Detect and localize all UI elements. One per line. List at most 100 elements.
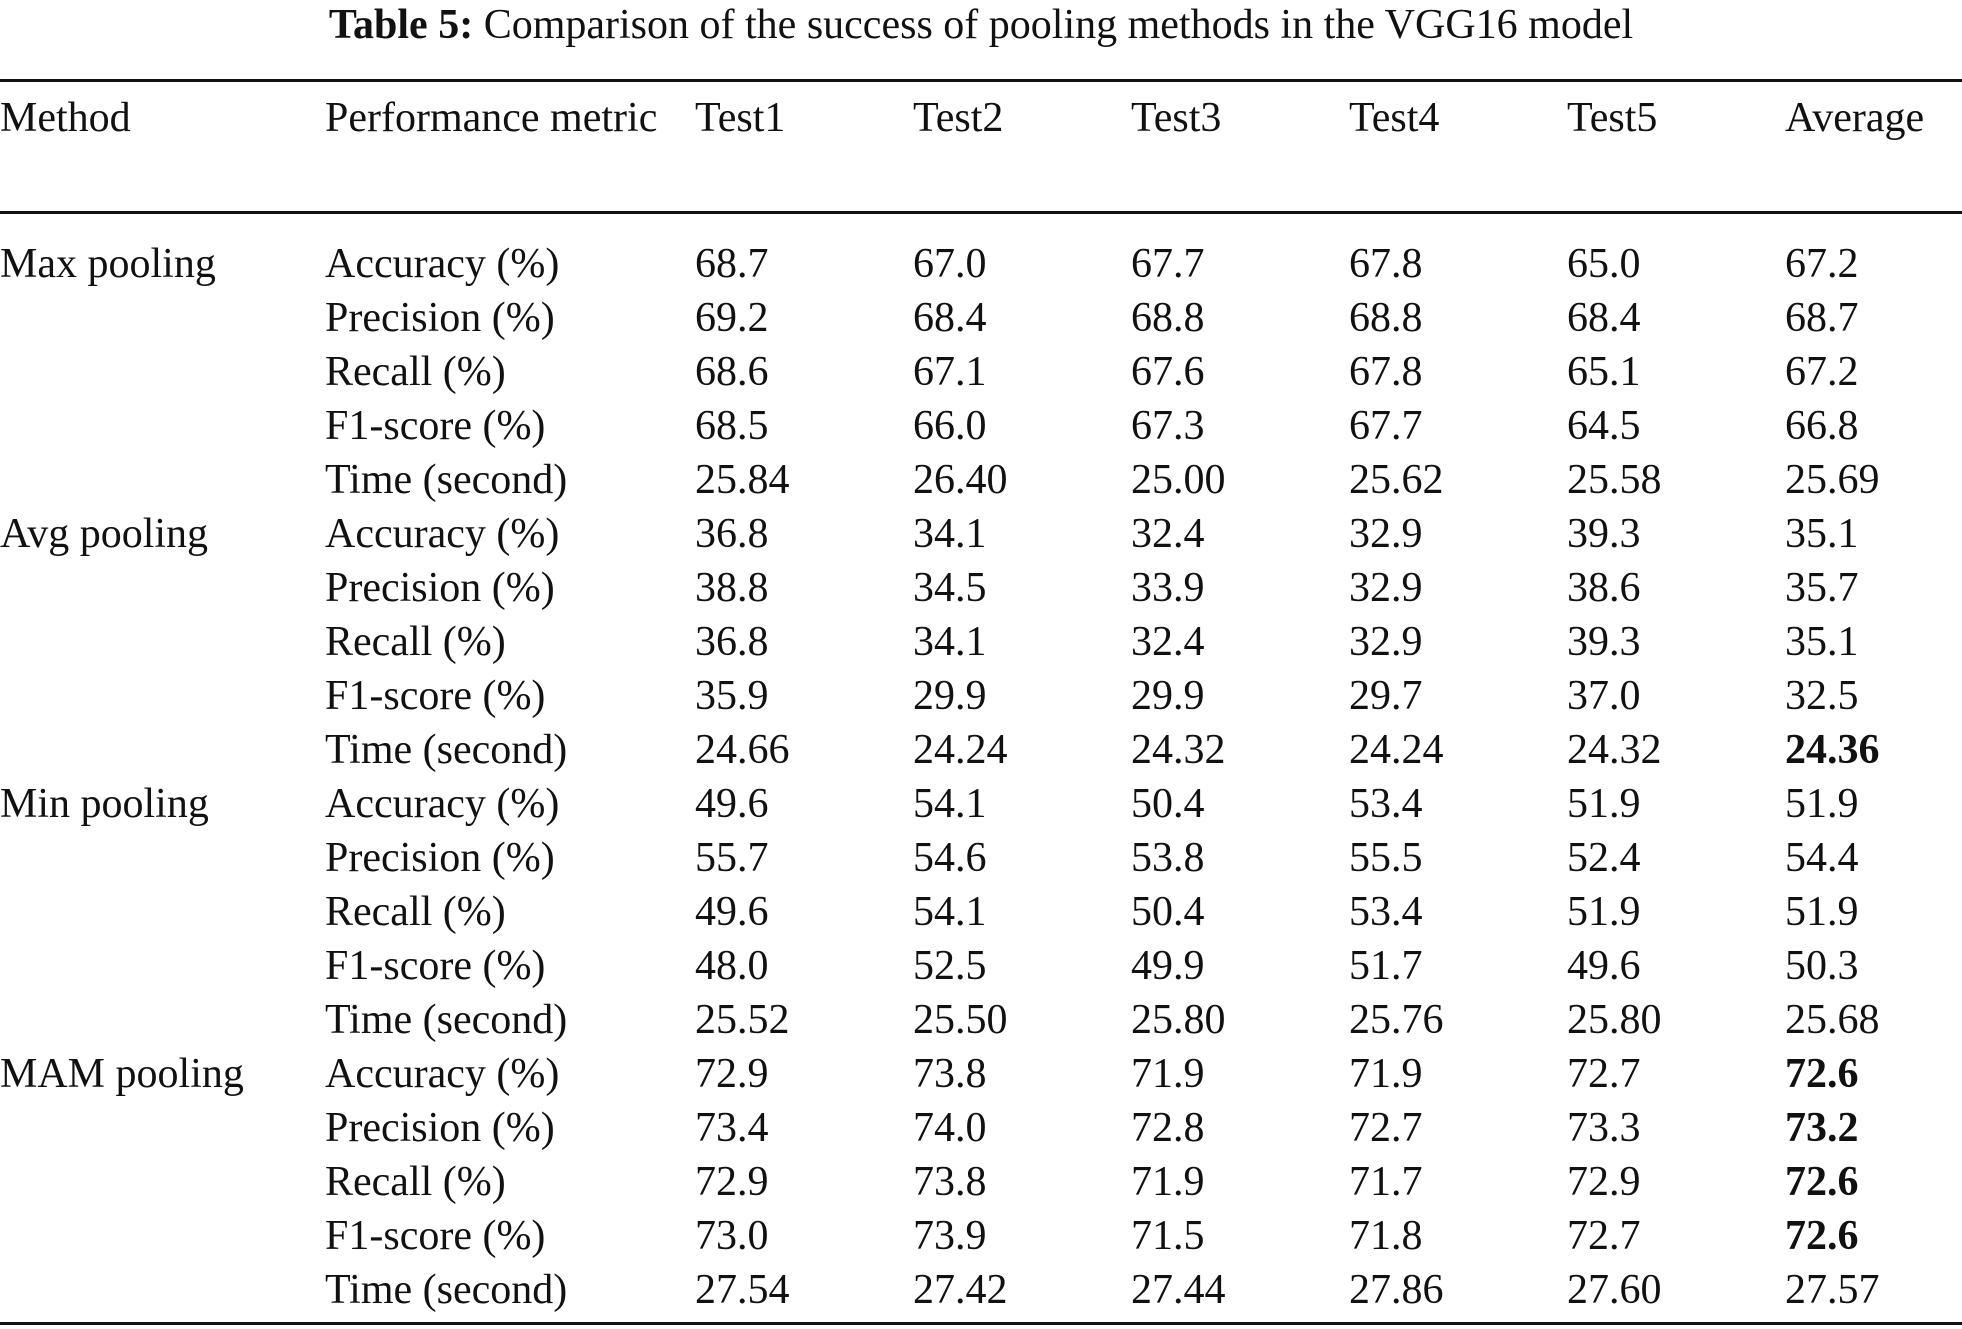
header-row: Method Performance metric Test1 Test2 Te… [0, 92, 1962, 212]
average-cell: 35.1 [1785, 619, 1859, 665]
table-row: Recall (%) 36.8 34.1 32.4 32.9 39.3 35.1 [0, 615, 1962, 669]
value-cell-test3: 25.80 [1131, 997, 1226, 1043]
value-cell-test4: 51.7 [1349, 943, 1423, 989]
value-cell-test5: 49.6 [1567, 943, 1641, 989]
average-cell: 25.69 [1785, 457, 1880, 503]
method-cell: Max pooling [0, 241, 216, 287]
value-cell-test4: 67.8 [1349, 349, 1423, 395]
value-cell-test2: 27.42 [913, 1267, 1008, 1313]
header-average: Average [1785, 95, 1925, 141]
value-cell-test1: 73.4 [695, 1105, 769, 1151]
value-cell-test2: 54.6 [913, 835, 987, 881]
metric-cell: Precision (%) [325, 565, 555, 611]
header-test2: Test2 [913, 95, 1004, 141]
header-rule [0, 211, 1962, 214]
method-cell: Min pooling [0, 781, 209, 827]
table-body: Max pooling Accuracy (%) 68.7 67.0 67.7 67.8 6… [0, 212, 1962, 1317]
value-cell-test3: 67.7 [1131, 241, 1205, 287]
metric-cell: F1-score (%) [325, 1213, 546, 1259]
value-cell-test2: 25.50 [913, 997, 1008, 1043]
header-test4: Test4 [1349, 95, 1440, 141]
average-cell: 27.57 [1785, 1267, 1880, 1313]
method-cell-empty [0, 561, 325, 615]
method-cell-empty [0, 399, 325, 453]
value-cell-test4: 53.4 [1349, 889, 1423, 935]
value-cell-test4: 32.9 [1349, 619, 1423, 665]
value-cell-test4: 71.9 [1349, 1051, 1423, 1097]
value-cell-test3: 71.5 [1131, 1213, 1205, 1259]
metric-cell: Recall (%) [325, 349, 506, 395]
header-test1: Test1 [695, 95, 786, 141]
value-cell-test5: 73.3 [1567, 1105, 1641, 1151]
method-cell: Avg pooling [0, 511, 209, 557]
table-row: Time (second) 24.66 24.24 24.32 24.24 24.32 24… [0, 723, 1962, 777]
metric-cell: Recall (%) [325, 889, 506, 935]
value-cell-test3: 67.6 [1131, 349, 1205, 395]
value-cell-test4: 71.8 [1349, 1213, 1423, 1259]
average-cell: 51.9 [1785, 781, 1859, 827]
value-cell-test4: 29.7 [1349, 673, 1423, 719]
value-cell-test5: 52.4 [1567, 835, 1641, 881]
table-row: Precision (%) 55.7 54.6 53.8 55.5 52.4 54.4 [0, 831, 1962, 885]
method-cell-empty [0, 453, 325, 507]
metric-cell: Accuracy (%) [325, 1051, 560, 1097]
value-cell-test1: 49.6 [695, 781, 769, 827]
method-cell-empty [0, 831, 325, 885]
value-cell-test4: 68.8 [1349, 295, 1423, 341]
average-cell: 73.2 [1785, 1105, 1859, 1151]
method-cell-empty [0, 615, 325, 669]
table-row: Max pooling Accuracy (%) 68.7 67.0 67.7 67.8 6… [0, 212, 1962, 291]
value-cell-test4: 67.8 [1349, 241, 1423, 287]
metric-cell: Time (second) [325, 727, 568, 773]
value-cell-test3: 33.9 [1131, 565, 1205, 611]
metric-cell: Accuracy (%) [325, 781, 560, 827]
value-cell-test5: 38.6 [1567, 565, 1641, 611]
value-cell-test1: 48.0 [695, 943, 769, 989]
value-cell-test3: 27.44 [1131, 1267, 1226, 1313]
value-cell-test2: 67.0 [913, 241, 987, 287]
header-test5: Test5 [1567, 95, 1658, 141]
value-cell-test2: 74.0 [913, 1105, 987, 1151]
value-cell-test1: 68.5 [695, 403, 769, 449]
value-cell-test3: 32.4 [1131, 511, 1205, 557]
value-cell-test2: 67.1 [913, 349, 987, 395]
value-cell-test1: 73.0 [695, 1213, 769, 1259]
value-cell-test2: 34.5 [913, 565, 987, 611]
value-cell-test1: 69.2 [695, 295, 769, 341]
value-cell-test1: 24.66 [695, 727, 790, 773]
metric-cell: Recall (%) [325, 619, 506, 665]
value-cell-test5: 27.60 [1567, 1267, 1662, 1313]
value-cell-test4: 53.4 [1349, 781, 1423, 827]
value-cell-test5: 65.0 [1567, 241, 1641, 287]
value-cell-test1: 36.8 [695, 511, 769, 557]
average-cell: 24.36 [1785, 727, 1880, 773]
value-cell-test1: 72.9 [695, 1159, 769, 1205]
metric-cell: Accuracy (%) [325, 511, 560, 557]
average-cell: 67.2 [1785, 241, 1859, 287]
top-rule [0, 79, 1962, 82]
table-row: Precision (%) 73.4 74.0 72.8 72.7 73.3 73.2 [0, 1101, 1962, 1155]
method-cell-empty [0, 345, 325, 399]
value-cell-test2: 34.1 [913, 619, 987, 665]
value-cell-test5: 39.3 [1567, 619, 1641, 665]
metric-cell: Time (second) [325, 1267, 568, 1313]
method-cell-empty [0, 291, 325, 345]
value-cell-test5: 24.32 [1567, 727, 1662, 773]
value-cell-test5: 37.0 [1567, 673, 1641, 719]
method-cell-empty [0, 993, 325, 1047]
metric-cell: Accuracy (%) [325, 241, 560, 287]
value-cell-test5: 64.5 [1567, 403, 1641, 449]
value-cell-test3: 29.9 [1131, 673, 1205, 719]
value-cell-test3: 72.8 [1131, 1105, 1205, 1151]
metric-cell: Precision (%) [325, 835, 555, 881]
header-method: Method [0, 95, 131, 141]
value-cell-test2: 66.0 [913, 403, 987, 449]
value-cell-test4: 67.7 [1349, 403, 1423, 449]
table-row: F1-score (%) 35.9 29.9 29.9 29.7 37.0 32.5 [0, 669, 1962, 723]
value-cell-test1: 38.8 [695, 565, 769, 611]
value-cell-test2: 73.8 [913, 1159, 987, 1205]
metric-cell: Precision (%) [325, 295, 555, 341]
table-row: Time (second) 27.54 27.42 27.44 27.86 27.60 27… [0, 1263, 1962, 1317]
table-row: Recall (%) 72.9 73.8 71.9 71.7 72.9 72.6 [0, 1155, 1962, 1209]
